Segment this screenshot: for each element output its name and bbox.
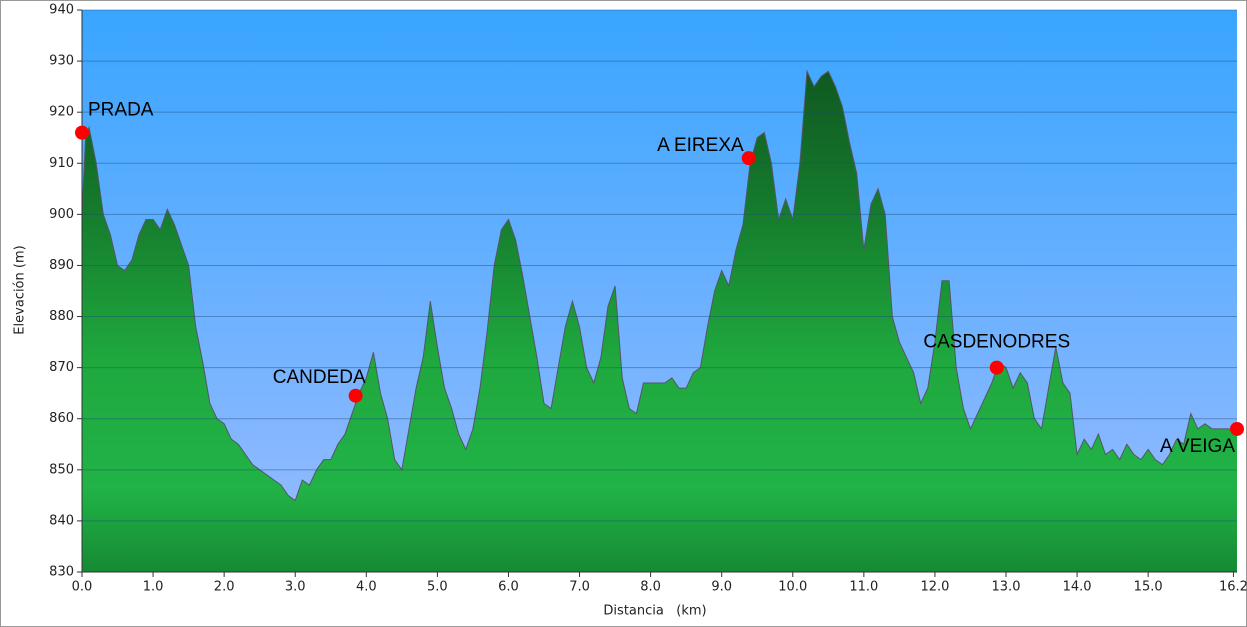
x-tick-label: 14.0 — [1063, 580, 1092, 595]
x-tick-label: 12.0 — [920, 580, 949, 595]
waypoint-label: A VEIGA — [1160, 436, 1235, 457]
waypoint-marker — [1230, 421, 1244, 436]
y-tick-label: 830 — [49, 565, 74, 580]
x-tick-label: 15.0 — [1134, 580, 1163, 595]
y-tick-label: 920 — [49, 105, 74, 120]
x-tick-label: 9.0 — [711, 580, 732, 595]
elevation-area — [82, 71, 1237, 573]
x-tick-label: 5.0 — [427, 580, 448, 595]
waypoint-marker — [989, 360, 1004, 375]
x-tick-label: 13.0 — [992, 580, 1021, 595]
x-tick-label: 10.0 — [778, 580, 807, 595]
waypoint-marker — [348, 388, 363, 403]
y-tick-label: 840 — [49, 513, 74, 528]
waypoint-label: CASDENODRES — [923, 332, 1070, 353]
waypoint-marker — [741, 151, 756, 166]
x-tick-label: 4.0 — [356, 580, 377, 595]
y-tick-label: 910 — [49, 156, 74, 171]
x-tick-label: 0.0 — [72, 580, 93, 595]
waypoint-label: A EIREXA — [657, 135, 744, 156]
x-tick-label: 7.0 — [569, 580, 590, 595]
x-tick-label: 16.2 — [1219, 580, 1247, 595]
x-tick-label: 6.0 — [498, 580, 519, 595]
y-tick-label: 900 — [49, 207, 74, 222]
elevation-line — [81, 69, 1237, 502]
waypoint-marker — [75, 125, 89, 140]
y-tick-label: 940 — [49, 3, 74, 18]
x-axis-title: Distancia (km) — [603, 604, 706, 619]
x-tick-label: 8.0 — [640, 580, 661, 595]
x-tick-label: 2.0 — [214, 580, 235, 595]
y-axis-title: Elevación (m) — [13, 245, 28, 334]
y-tick-label: 860 — [49, 411, 74, 426]
y-tick-label: 880 — [49, 309, 74, 324]
y-tick-label: 930 — [49, 54, 74, 69]
x-tick-label: 3.0 — [285, 580, 306, 595]
waypoint-label: PRADA — [88, 100, 154, 121]
y-tick-label: 890 — [49, 258, 74, 273]
y-tick-label: 870 — [49, 360, 74, 375]
y-tick-label: 850 — [49, 462, 74, 477]
waypoint-label: CANDEDA — [273, 367, 366, 388]
x-tick-label: 1.0 — [143, 580, 164, 595]
x-tick-label: 11.0 — [849, 580, 878, 595]
